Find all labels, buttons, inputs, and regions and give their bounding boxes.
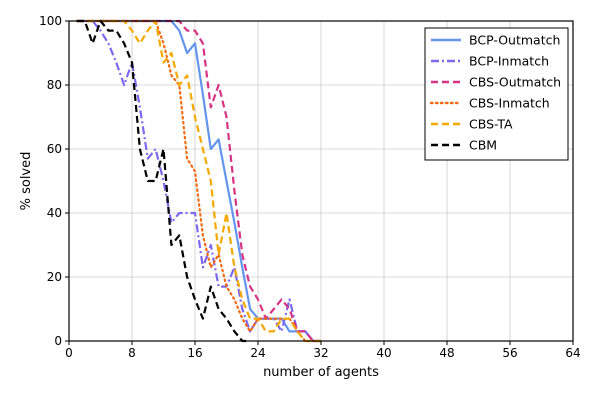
y-tick-label: 60 [47,142,62,156]
legend-box [424,27,569,161]
legend-label: CBM [469,138,497,153]
x-tick-label: 24 [250,346,265,360]
x-tick-label: 48 [439,346,454,360]
x-tick-label: 16 [187,346,202,360]
y-tick-label: 0 [54,334,62,348]
axis-ticks: 0 8 16 24 32 40 48 56 64 0 20 40 60 80 100 [39,14,581,360]
legend-label: BCP-Outmatch [469,33,560,48]
series-line-cbs-outmatch [76,19,321,343]
x-tick-label: 56 [502,346,517,360]
series-line-bcp-inmatch [76,19,321,343]
y-tick-label: 20 [47,270,62,284]
series-line-cbs-ta [76,19,321,343]
y-tick-label: 40 [47,206,62,220]
y-tick-label: 80 [47,78,62,92]
y-tick-label: 100 [39,14,62,28]
y-axis-label: % solved [19,152,34,211]
legend: BCP-Outmatch BCP-Inmatch CBS-Outmatch CBS-I… [424,27,569,161]
x-tick-label: 8 [128,346,136,360]
x-tick-label: 40 [376,346,391,360]
legend-label: CBS-Outmatch [469,75,561,90]
x-tick-label: 0 [65,346,73,360]
x-tick-label: 64 [565,346,580,360]
legend-label: BCP-Inmatch [469,54,549,69]
series-line-cbm [76,19,251,343]
legend-label: CBS-TA [469,117,513,132]
x-tick-label: 32 [313,346,328,360]
legend-label: CBS-Inmatch [469,96,550,111]
x-axis-label: number of agents [263,365,379,380]
